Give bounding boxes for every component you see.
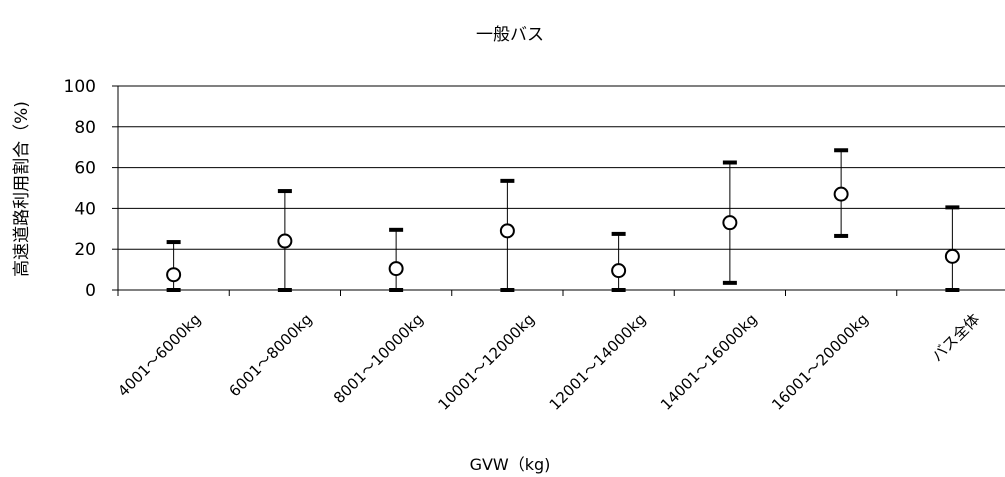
y-tick-label: 60: [74, 159, 96, 179]
data-point: [166, 267, 182, 283]
data-marks: [166, 148, 960, 292]
x-tick-label: 14001～16000kg: [657, 310, 761, 414]
y-tick-label: 100: [64, 77, 96, 97]
data-point: [833, 186, 849, 202]
data-point: [722, 215, 738, 231]
x-tick-label: 16001～20000kg: [768, 310, 872, 414]
y-axis-label: 高速道路利用割合（%): [12, 101, 32, 277]
x-tick-label: 12001～14000kg: [546, 310, 650, 414]
y-tick-label: 0: [85, 281, 96, 301]
x-tick-label: 4001～6000kg: [114, 310, 204, 400]
x-tick-label: 6001～8000kg: [226, 310, 316, 400]
data-point: [944, 248, 960, 264]
y-tick-label: 80: [74, 118, 96, 138]
data-point: [277, 233, 293, 249]
y-tick-label: 20: [74, 240, 96, 260]
x-tick-label: 10001～12000kg: [435, 310, 539, 414]
gridlines: [112, 85, 1005, 291]
data-point: [388, 261, 404, 277]
x-axis-label: GVW（kg): [470, 455, 551, 474]
data-point: [611, 263, 627, 279]
y-tick-labels: 0 20 40 60 80 100: [64, 77, 96, 301]
axes: [117, 86, 1005, 296]
x-tick-label: バス全体: [928, 310, 983, 365]
chart-title: 一般バス: [476, 25, 544, 45]
y-tick-label: 40: [74, 199, 96, 219]
x-tick-label: 8001～10000kg: [330, 310, 427, 407]
plot-area: [118, 86, 1005, 290]
x-tick-labels: 4001～6000kg 6001～8000kg 8001～10000kg 10001～…: [114, 310, 983, 414]
data-point: [499, 223, 515, 239]
